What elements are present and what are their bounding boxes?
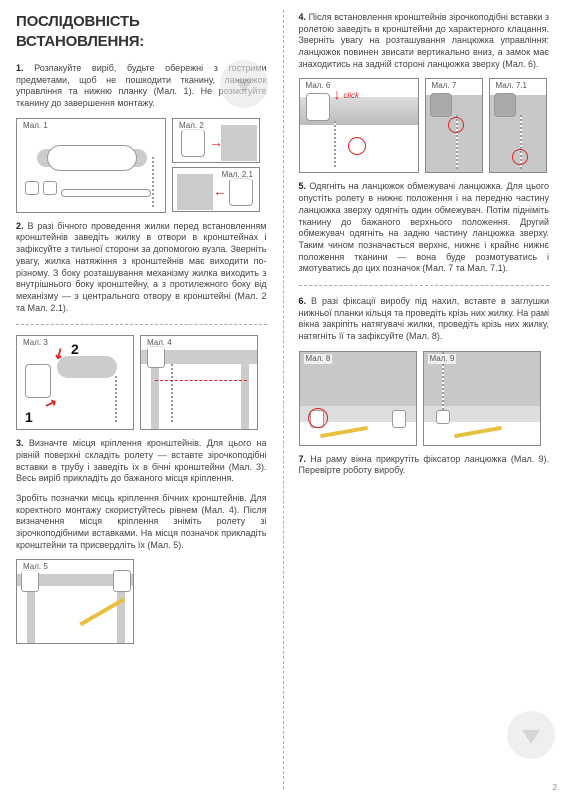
- figs-5: Мал. 5: [16, 559, 267, 644]
- step-2: 2. В разі бічного проведення жилки перед…: [16, 221, 267, 315]
- page-title: ПОСЛІДОВНІСТЬ ВСТАНОВЛЕННЯ:: [16, 12, 267, 51]
- step-6: 6. В разі фіксації виробу під нахил, вст…: [299, 296, 550, 343]
- step-3a-text: Визначте місця кріплення кронштейнів. Дл…: [16, 438, 267, 483]
- step-3-num: 3.: [16, 438, 24, 448]
- fig-2-label: Мал. 2: [177, 121, 206, 131]
- fig-7: Мал. 7: [425, 78, 483, 173]
- step-5-text: Одягніть на ланцюжок обмежувачі ланцюжка…: [299, 181, 550, 273]
- fig-9-label: Мал. 9: [428, 354, 457, 364]
- step-6-num: 6.: [299, 296, 307, 306]
- figs-2-stack: Мал. 2 → Мал. 2.1 ←: [172, 118, 260, 213]
- fig-1: Мал. 1: [16, 118, 166, 213]
- fig3-num-2: 2: [71, 340, 79, 358]
- step-7-num: 7.: [299, 454, 307, 464]
- step-6-text: В разі фіксації виробу під нахил, вставт…: [299, 296, 550, 341]
- fig-7-1: Мал. 7.1: [489, 78, 547, 173]
- step-2-num: 2.: [16, 221, 24, 231]
- figs-1-2: Мал. 1 Мал. 2 → Мал. 2.1: [16, 118, 267, 213]
- fig-8-label: Мал. 8: [304, 354, 333, 364]
- fig-1-label: Мал. 1: [21, 121, 50, 131]
- step-3a: 3. Визначте місця кріплення кронштейнів.…: [16, 438, 267, 485]
- click-label: click: [344, 91, 360, 101]
- fig-8: Мал. 8: [299, 351, 417, 446]
- step-5-num: 5.: [299, 181, 307, 191]
- step-3b: Зробіть позначки місць кріплення бічних …: [16, 493, 267, 551]
- figs-6-7: Мал. 6 ↓ click Мал. 7 Мал. 7.1: [299, 78, 550, 173]
- fig-9: Мал. 9: [423, 351, 541, 446]
- fig-5-label: Мал. 5: [21, 562, 50, 572]
- step-4: 4. Після встановлення кронштейнів зірочк…: [299, 12, 550, 70]
- step-5: 5. Одягніть на ланцюжок обмежувачі ланцю…: [299, 181, 550, 275]
- figs-8-9: Мал. 8 Мал. 9: [299, 351, 550, 446]
- step-1-num: 1.: [16, 63, 24, 73]
- step-7-text: На раму вікна прикрутіть фіксатор ланцюж…: [299, 454, 550, 476]
- figs-3-4: Мал. 3 ↙ ↗ 2 1 Мал. 4: [16, 335, 267, 430]
- fig-4: Мал. 4: [140, 335, 258, 430]
- step-4-num: 4.: [299, 12, 307, 22]
- fig-5: Мал. 5: [16, 559, 134, 644]
- fig-7-1-label: Мал. 7.1: [494, 81, 529, 91]
- step-2-text: В разі бічного проведення жилки перед вс…: [16, 221, 267, 313]
- left-divider: [16, 324, 267, 325]
- fig-4-label: Мал. 4: [145, 338, 174, 348]
- step-3b-text: Зробіть позначки місць кріплення бічних …: [16, 493, 267, 550]
- step-7: 7. На раму вікна прикрутіть фіксатор лан…: [299, 454, 550, 477]
- page: ПОСЛІДОВНІСТЬ ВСТАНОВЛЕННЯ: 1. Розпакуйт…: [0, 0, 565, 799]
- fig-7-label: Мал. 7: [430, 81, 459, 91]
- right-divider: [299, 285, 550, 286]
- fig-6-label: Мал. 6: [304, 81, 333, 91]
- page-number: 2: [553, 783, 557, 793]
- fig-3-label: Мал. 3: [21, 338, 50, 348]
- step-4-text: Після встановлення кронштейнів зірочкопо…: [299, 12, 550, 69]
- fig-2-1-label: Мал. 2.1: [220, 170, 255, 180]
- fig-2-1: Мал. 2.1 ←: [172, 167, 260, 212]
- watermark-icon: [507, 711, 555, 759]
- left-column: ПОСЛІДОВНІСТЬ ВСТАНОВЛЕННЯ: 1. Розпакуйт…: [0, 0, 283, 799]
- watermark-icon-left: [220, 60, 268, 108]
- fig-3: Мал. 3 ↙ ↗ 2 1: [16, 335, 134, 430]
- fig-6: Мал. 6 ↓ click: [299, 78, 419, 173]
- right-column: 4. Після встановлення кронштейнів зірочк…: [283, 0, 565, 799]
- fig-2: Мал. 2 →: [172, 118, 260, 163]
- fig3-num-1: 1: [25, 408, 33, 426]
